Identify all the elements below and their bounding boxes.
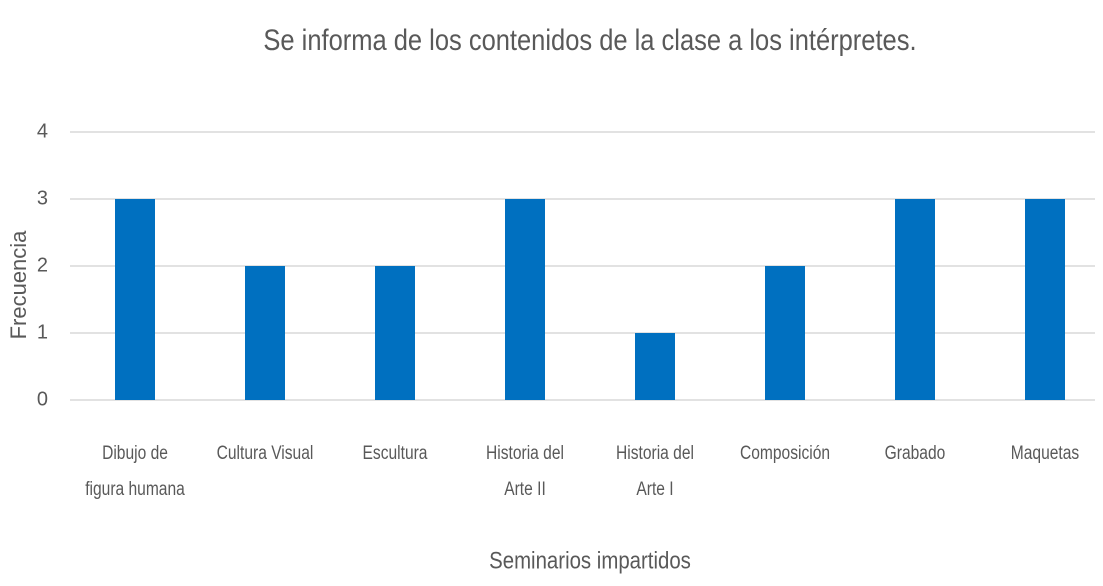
bar	[895, 199, 935, 400]
x-tick-label: Dibujo de figura humana	[85, 443, 185, 500]
bar	[245, 266, 285, 400]
x-tick-label: Grabado	[884, 443, 946, 464]
x-tick-label: Composición	[739, 443, 831, 464]
bar	[765, 266, 805, 400]
bar	[115, 199, 155, 400]
x-tick-label: Historia del Arte II	[486, 443, 564, 500]
x-tick-label: Historia del Arte I	[616, 443, 694, 500]
x-tick-label: Cultura Visual	[216, 443, 314, 464]
bar	[505, 199, 545, 400]
y-tick-label: 0	[37, 388, 48, 410]
y-tick-label: 3	[37, 187, 48, 209]
bar	[635, 333, 675, 400]
y-tick-label: 2	[37, 254, 48, 276]
bar	[375, 266, 415, 400]
y-tick-label: 1	[37, 321, 48, 343]
y-axis-title: Frecuencia	[6, 230, 31, 340]
y-tick-label: 4	[37, 120, 48, 142]
x-tick-label: Maquetas	[1010, 443, 1080, 464]
x-tick-label: Escultura	[362, 443, 428, 464]
bar	[1025, 199, 1065, 400]
chart-title: Se informa de los contenidos de la clase…	[263, 23, 916, 56]
x-axis-title: Seminarios impartidos	[489, 547, 691, 574]
